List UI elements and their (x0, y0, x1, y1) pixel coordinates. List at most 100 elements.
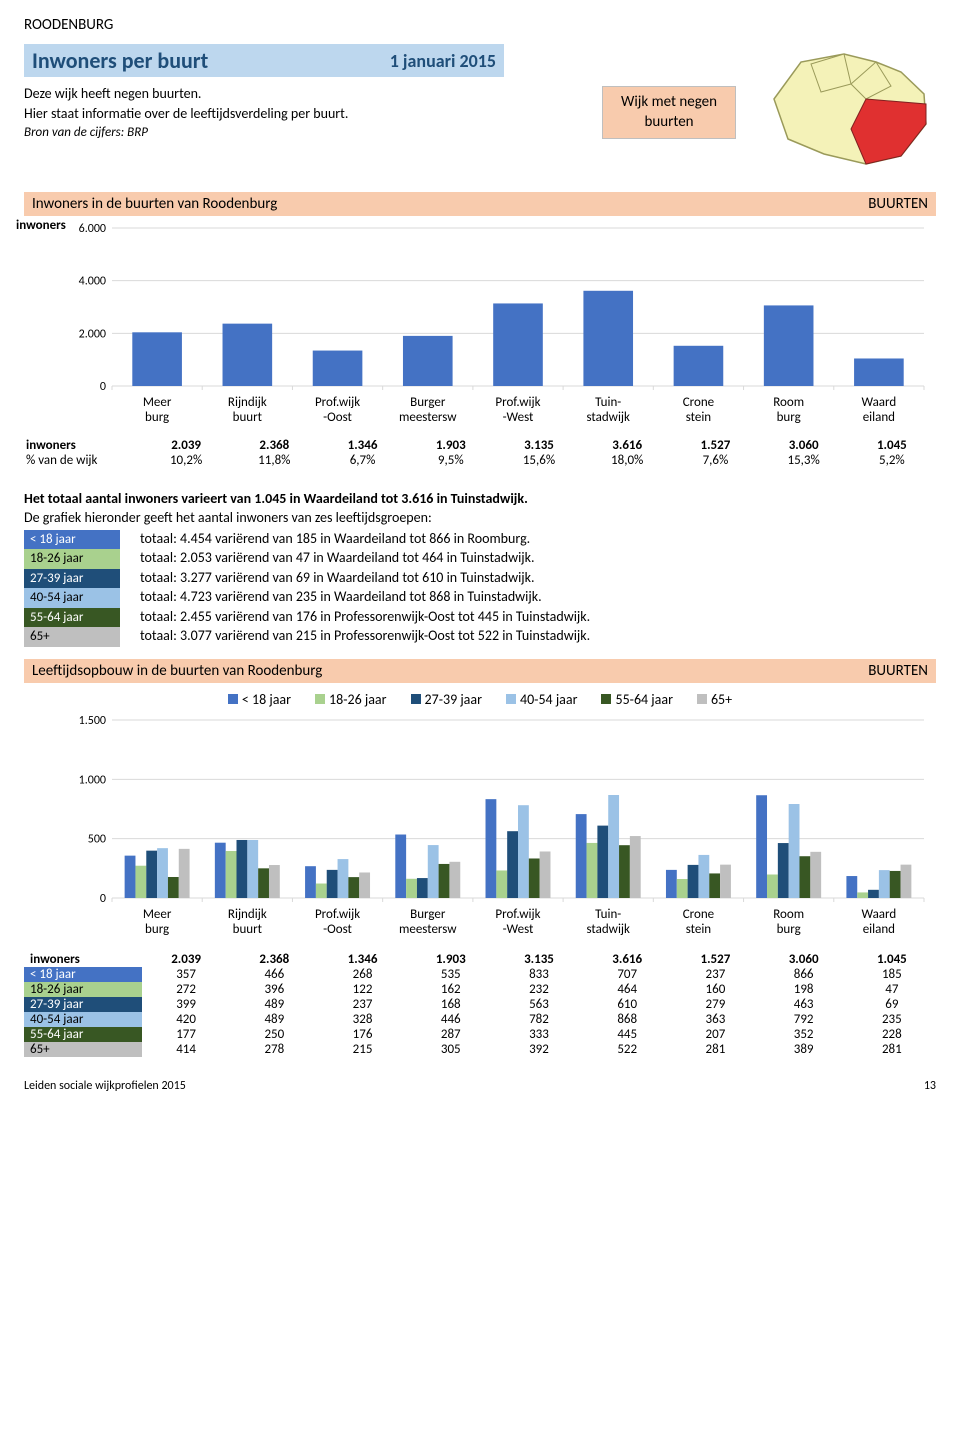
row-values: 27239612216223246416019847 (142, 982, 936, 997)
cell: 1.903 (407, 952, 495, 967)
legend-item: 27-39 jaar (411, 691, 482, 708)
legend-swatch (228, 694, 238, 704)
cell: 463 (760, 997, 848, 1012)
cell: 168 (407, 997, 495, 1012)
row-label: 65+ (24, 1042, 142, 1057)
cell: 287 (407, 1027, 495, 1042)
cell: 2.368 (230, 952, 318, 967)
row-label: 55-64 jaar (24, 1027, 142, 1042)
cell: 237 (671, 967, 759, 982)
section-1-right: BUURTEN (868, 195, 928, 213)
row-values: 2.0392.3681.3461.9033.1353.6161.5273.060… (142, 438, 936, 453)
chart1: 0 2.000 4.000 6.000 (64, 222, 934, 392)
cell: 2.368 (230, 438, 318, 453)
axis-label: Prof.wijk-Oost (292, 396, 382, 426)
cell: 489 (230, 1012, 318, 1027)
age-row: 65+totaal: 3.077 variërend van 215 in Pr… (24, 627, 936, 647)
chart2-legend: < 18 jaar18-26 jaar27-39 jaar40-54 jaar5… (24, 691, 936, 708)
svg-text:0: 0 (100, 380, 106, 392)
footer-right: 13 (924, 1079, 936, 1093)
body-text: Het totaal aantal inwoners varieert van … (24, 490, 936, 647)
row-values: 39948923716856361027946369 (142, 997, 936, 1012)
legend-item: 18-26 jaar (315, 691, 386, 708)
cell: 215 (318, 1042, 406, 1057)
cell: 250 (230, 1027, 318, 1042)
axis-label: Prof.wijk-West (473, 908, 563, 938)
chart1-ylabel: inwoners (16, 218, 66, 233)
legend-label: 18-26 jaar (329, 691, 386, 708)
axis-label: Burgermeestersw (383, 908, 473, 938)
age-row: 55-64 jaartotaal: 2.455 variërend van 17… (24, 608, 936, 628)
badge-line-2: buurten (621, 113, 717, 133)
table1: inwoners2.0392.3681.3461.9033.1353.6161.… (24, 438, 936, 468)
legend-swatch (601, 694, 611, 704)
cell: 160 (671, 982, 759, 997)
svg-text:1.500: 1.500 (79, 714, 106, 728)
cell: 3.060 (760, 952, 848, 967)
cell: 464 (583, 982, 671, 997)
cell: 707 (583, 967, 671, 982)
cell: 47 (848, 982, 936, 997)
intro-line-1: Deze wijk heeft negen buurten. (24, 85, 602, 103)
legend-label: 65+ (711, 691, 732, 708)
section-bar-1: Inwoners in de buurten van Roodenburg BU… (24, 192, 936, 216)
cell: 396 (230, 982, 318, 997)
cell: 3.616 (583, 952, 671, 967)
legend-swatch (506, 694, 516, 704)
legend-item: 65+ (697, 691, 732, 708)
chart2-axis-labels: MeerburgRijndijkbuurtProf.wijk-OostBurge… (112, 908, 924, 938)
table-row: inwoners2.0392.3681.3461.9033.1353.6161.… (24, 438, 936, 453)
cell: 9,5% (407, 453, 495, 468)
age-tag: 55-64 jaar (24, 608, 120, 628)
svg-text:2.000: 2.000 (79, 327, 106, 341)
cell: 235 (848, 1012, 936, 1027)
cell: 18,0% (583, 453, 671, 468)
svg-text:6.000: 6.000 (79, 222, 106, 236)
cell: 866 (760, 967, 848, 982)
map-icon (766, 44, 936, 174)
table-row: 18-26 jaar27239612216223246416019847 (24, 982, 936, 997)
legend-swatch (315, 694, 325, 704)
cell: 2.039 (142, 952, 230, 967)
cell: 15,3% (760, 453, 848, 468)
cell: 15,6% (495, 453, 583, 468)
age-row: 40-54 jaartotaal: 4.723 variërend van 23… (24, 588, 936, 608)
table-row: 40-54 jaar420489328446782868363792235 (24, 1012, 936, 1027)
cell: 10,2% (142, 453, 230, 468)
cell: 399 (142, 997, 230, 1012)
row-label: inwoners (24, 438, 142, 453)
cell: 414 (142, 1042, 230, 1057)
cell: 1.346 (318, 952, 406, 967)
legend-label: < 18 jaar (242, 691, 291, 708)
row-label: 40-54 jaar (24, 1012, 142, 1027)
cell: 5,2% (848, 453, 936, 468)
cell: 3.060 (760, 438, 848, 453)
svg-text:4.000: 4.000 (79, 275, 106, 289)
age-desc: totaal: 2.455 variërend van 176 in Profe… (120, 608, 936, 628)
intro-source: Bron van de cijfers: BRP (24, 125, 602, 140)
legend-label: 27-39 jaar (425, 691, 482, 708)
cell: 833 (495, 967, 583, 982)
cell: 272 (142, 982, 230, 997)
legend-label: 40-54 jaar (520, 691, 577, 708)
age-desc: totaal: 4.454 variërend van 185 in Waard… (120, 530, 936, 550)
intro-line-2: Hier staat informatie over de leeftijdsv… (24, 105, 602, 123)
cell: 1.045 (848, 438, 936, 453)
section-bar-2: Leeftijdsopbouw in de buurten van Rooden… (24, 659, 936, 683)
cell: 489 (230, 997, 318, 1012)
chart1-wrap: inwoners 02.0004.0006.000 MeerburgRijndi… (64, 222, 936, 426)
chart1-axis-labels: MeerburgRijndijkbuurtProf.wijk-OostBurge… (112, 396, 924, 426)
age-row: < 18 jaartotaal: 4.454 variërend van 185… (24, 530, 936, 550)
age-desc: totaal: 4.723 variërend van 235 in Waard… (120, 588, 936, 608)
top-left: Inwoners per buurt 1 januari 2015 Deze w… (24, 44, 602, 140)
cell: 6,7% (318, 453, 406, 468)
badge-line-1: Wijk met negen (621, 93, 717, 113)
page-title: Inwoners per buurt (32, 47, 208, 74)
cell: 11,8% (230, 453, 318, 468)
cell: 2.039 (142, 438, 230, 453)
legend-swatch (697, 694, 707, 704)
cell: 176 (318, 1027, 406, 1042)
table-row: inwoners2.0392.3681.3461.9033.1353.6161.… (24, 952, 936, 967)
chart2: 05001.0001.500 (64, 714, 934, 904)
cell: 232 (495, 982, 583, 997)
